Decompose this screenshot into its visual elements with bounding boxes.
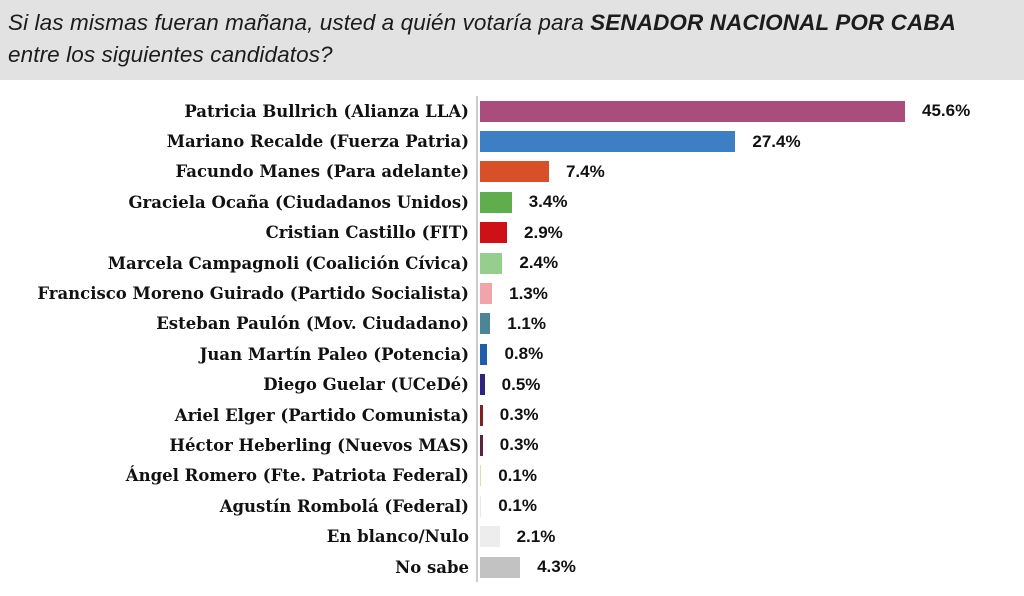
value-label: 2.4% (519, 253, 559, 273)
value-label: 1.1% (507, 313, 546, 333)
bar-track: 27.4% (476, 126, 1024, 157)
category-label: Ariel Elger (Partido Comunista) (174, 405, 469, 425)
bar (480, 465, 482, 487)
bar-track: 0.1% (476, 460, 1024, 492)
bar-track: 2.9% (476, 217, 1024, 248)
chart-row: Marcela Campagnoli (Coalición Cívica) 2.4… (0, 247, 1024, 279)
category-label: No sabe (395, 557, 469, 577)
question-text-office: SENADOR NACIONAL POR CABA (590, 10, 957, 35)
bar (480, 526, 500, 548)
bar-track: 1.1% (476, 308, 1024, 340)
chart-row: Agustín Rombolá (Federal) 0.1% (0, 491, 1024, 522)
question-line-1: Si las mismas fueran mañana, usted a qui… (8, 7, 1016, 39)
category-label: Esteban Paulón (Mov. Ciudadano) (156, 314, 469, 334)
category-label: Facundo Manes (Para adelante) (175, 162, 469, 182)
bar (480, 374, 485, 396)
bar (480, 100, 905, 122)
value-label: 2.1% (516, 526, 556, 546)
chart-row: Juan Martín Paleo (Potencia) 0.8% (0, 339, 1024, 370)
bar (480, 252, 503, 274)
bar (480, 283, 493, 305)
value-label: 0.8% (504, 344, 544, 364)
bar-track: 2.4% (476, 247, 1024, 279)
bar-track: 45.6% (476, 96, 1024, 127)
bar-track: 0.5% (476, 369, 1024, 400)
category-label: Graciela Ocaña (Ciudadanos Unidos) (128, 192, 469, 212)
chart-row: Esteban Paulón (Mov. Ciudadano) 1.1% (0, 308, 1024, 340)
value-label: 2.9% (524, 222, 563, 242)
bar (480, 222, 508, 244)
bar-track: 1.3% (476, 278, 1024, 309)
value-label: 45.6% (922, 101, 971, 121)
chart-row: Héctor Heberling (Nuevos MAS) 0.3% (0, 430, 1024, 461)
bar (480, 556, 521, 578)
survey-question-header: Si las mismas fueran mañana, usted a qui… (0, 0, 1024, 80)
category-label: Juan Martín Paleo (Potencia) (199, 344, 469, 364)
chart-row: No sabe 4.3% (0, 551, 1024, 583)
value-label: 3.4% (528, 192, 568, 212)
bar (480, 161, 549, 183)
bar-track: 0.3% (476, 399, 1024, 431)
category-label: Marcela Campagnoli (Coalición Cívica) (107, 253, 469, 273)
bar-track: 4.3% (476, 551, 1024, 583)
value-label: 27.4% (752, 131, 801, 151)
value-label: 0.3% (499, 435, 539, 455)
chart-row: Ángel Romero (Fte. Patriota Federal) 0.1% (0, 460, 1024, 492)
chart-row: Graciela Ocaña (Ciudadanos Unidos) 3.4% (0, 187, 1024, 218)
bar (480, 404, 483, 426)
category-label: Diego Guelar (UCeDé) (263, 375, 469, 395)
chart-row: Facundo Manes (Para adelante) 7.4% (0, 156, 1024, 188)
bar-track: 0.8% (476, 339, 1024, 370)
category-label: Héctor Heberling (Nuevos MAS) (169, 435, 469, 455)
bar-track: 0.1% (476, 491, 1024, 522)
chart-row: Diego Guelar (UCeDé) 0.5% (0, 369, 1024, 400)
category-label: Agustín Rombolá (Federal) (219, 496, 469, 516)
bar (480, 495, 482, 517)
bar-track: 3.4% (476, 187, 1024, 218)
chart-row: Francisco Moreno Guirado (Partido Social… (0, 278, 1024, 309)
value-label: 0.1% (498, 496, 537, 516)
chart-row: Patricia Bullrich (Alianza LLA) 45.6% (0, 96, 1024, 127)
value-label: 0.5% (501, 374, 541, 394)
value-label: 1.3% (509, 283, 548, 303)
chart-row: Mariano Recalde (Fuerza Patria) 27.4% (0, 126, 1024, 157)
bar (480, 434, 483, 456)
value-label: 4.3% (537, 557, 576, 577)
value-label: 0.3% (499, 405, 539, 425)
bar (480, 131, 736, 153)
bar-track: 2.1% (476, 521, 1024, 552)
chart-row: Ariel Elger (Partido Comunista) 0.3% (0, 399, 1024, 431)
bar (480, 343, 488, 365)
bar-track: 7.4% (476, 156, 1024, 188)
value-label: 7.4% (565, 161, 605, 181)
chart-row: En blanco/Nulo 2.1% (0, 521, 1024, 552)
value-label: 0.1% (498, 465, 537, 485)
category-label: En blanco/Nulo (326, 527, 469, 547)
category-label: Cristian Castillo (FIT) (265, 223, 469, 243)
bar-track: 0.3% (476, 430, 1024, 461)
category-label: Ángel Romero (Fte. Patriota Federal) (125, 466, 469, 486)
question-line-2: entre los siguientes candidatos? (8, 41, 333, 67)
bar (480, 313, 491, 335)
category-label: Francisco Moreno Guirado (Partido Social… (37, 284, 469, 304)
category-label: Patricia Bullrich (Alianza LLA) (184, 101, 469, 121)
bar (480, 191, 512, 213)
chart-row: Cristian Castillo (FIT) 2.9% (0, 217, 1024, 248)
question-text-prefix: Si las mismas fueran mañana, usted a qui… (8, 10, 591, 35)
horizontal-bar-chart: Patricia Bullrich (Alianza LLA) 45.6% Mari… (0, 96, 1024, 583)
category-label: Mariano Recalde (Fuerza Patria) (166, 132, 469, 152)
